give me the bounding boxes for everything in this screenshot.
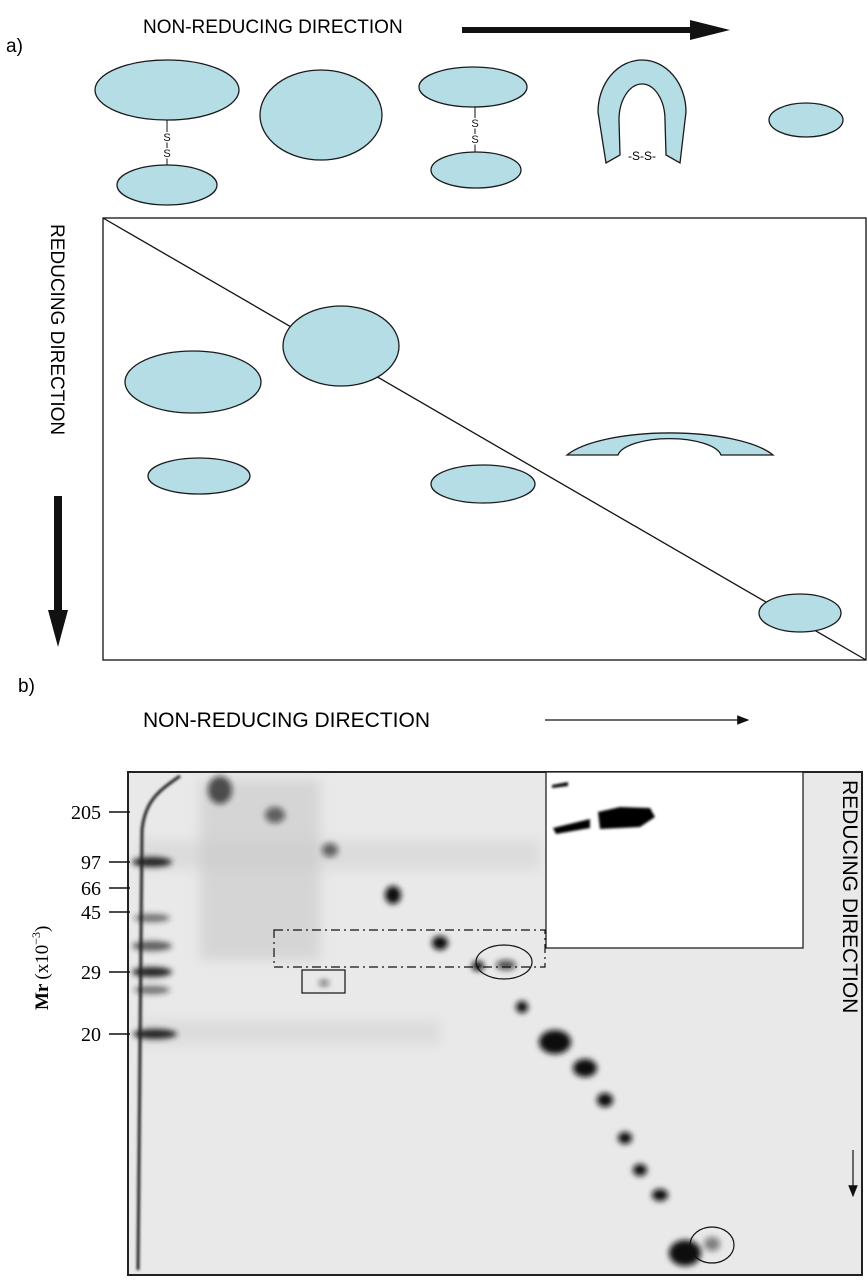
sulfur: S [163,132,170,144]
title: NON-REDUCING DIRECTION [143,17,403,38]
sulfur: S [163,148,170,160]
axis-label: Mr (x10−3) [29,926,53,1010]
figure: NON-REDUCING DIRECTION a) S S S S -S-S- … [0,0,867,1283]
protein [148,458,250,494]
axis-unit: (x10 [32,945,53,980]
sulfur: S [471,134,478,146]
diagonal [103,218,866,660]
protein [125,351,261,413]
panel-label: b) [18,676,35,697]
protein [117,165,217,205]
title: NON-REDUCING DIRECTION [143,709,430,732]
axis-exponent: −3 [29,932,43,945]
protein-arch [567,433,773,455]
panel-b: b) NON-REDUCING DIRECTION [18,676,862,1275]
sulfur: S [471,118,478,130]
panel-label: a) [6,36,23,57]
protein [431,152,521,188]
axis-name: Mr [32,983,53,1010]
marker-label: 20 [81,1024,101,1046]
arrow [462,20,730,40]
protein [283,306,399,386]
bond-label: -S-S- [628,149,656,163]
protein [419,67,527,107]
marker-label: 97 [81,852,101,874]
protein [260,70,382,160]
axis-unit: ) [32,926,53,932]
protein [431,465,535,503]
gel-image [128,772,862,1275]
protein-arch [598,60,686,163]
marker-label: 45 [81,902,101,924]
panel-a: NON-REDUCING DIRECTION a) S S S S -S-S- … [6,17,866,660]
marker-label: 205 [71,802,101,824]
marker-label: 29 [81,962,101,984]
side-label: REDUCING DIRECTION [46,224,67,435]
arrow [48,496,68,647]
inset [546,772,803,948]
protein [95,60,239,120]
marker-label: 66 [81,878,101,900]
protein [759,594,841,632]
side-label: REDUCING DIRECTION [838,780,861,1013]
protein [769,103,843,137]
